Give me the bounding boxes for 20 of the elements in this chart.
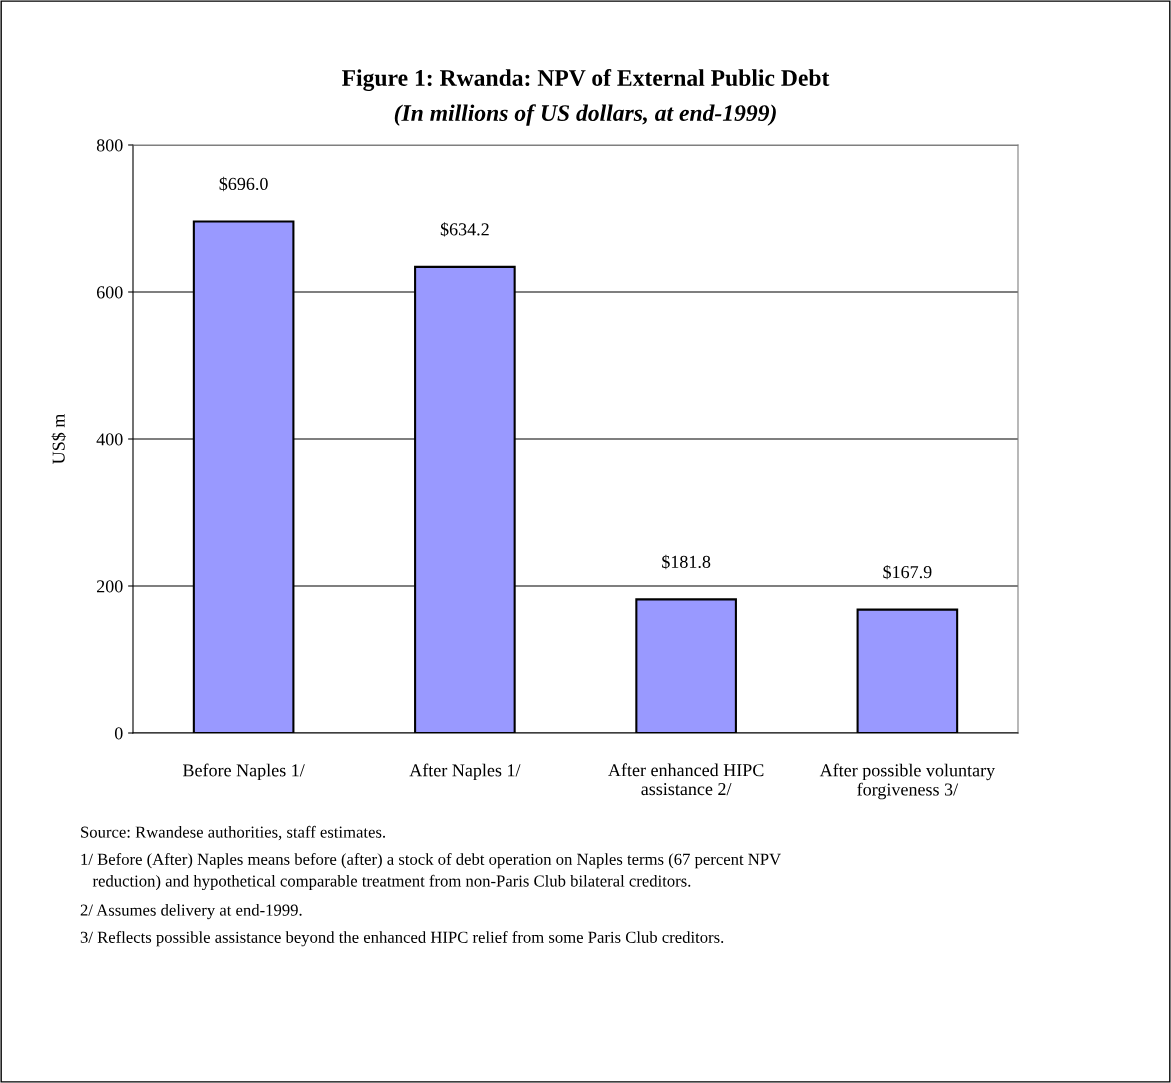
x-tick-label: After possible voluntary forgiveness 3/ xyxy=(819,763,996,800)
chart-title: Figure 1: Rwanda: NPV of External Public Debt xyxy=(342,69,830,91)
data-label: $181.8 xyxy=(662,554,711,570)
y-tick-label: 800 xyxy=(96,139,123,152)
y-tick-label: 400 xyxy=(96,433,123,446)
y-tick-label: 0 xyxy=(114,727,123,740)
y-tick-label: 200 xyxy=(96,580,123,593)
x-tick-label: After enhanced HIPC assistance 2/ xyxy=(608,763,764,796)
x-tick-label: Before Naples 1/ xyxy=(182,763,305,781)
x-tick-label: After Naples 1/ xyxy=(409,763,521,781)
text: 2/ Assumes delivery at end-1999. xyxy=(80,904,302,920)
text: 3/ Reflects possible assistance beyond the enhanced HIPC relief from some Paris Club creditors. xyxy=(80,931,724,947)
data-label: $634.2 xyxy=(440,222,489,237)
y-tick-label: 600 xyxy=(96,286,123,299)
data-label: $167.9 xyxy=(883,564,932,580)
source-note: Source: Rwandese authorities, staff estimates. xyxy=(81,825,386,841)
text: 1/ Before (After) Naples means before (after) a stock of debt operation on Naples terms (67 percent NPV reduction) and hypothetical comparable treatment from non-Paris Club bilateral creditors. xyxy=(81,853,781,891)
data-label: $696.0 xyxy=(219,176,268,192)
chart-subtitle: (In millions of US dollars, at end-1999) xyxy=(394,104,776,126)
y-axis-title: US$ m xyxy=(51,413,66,464)
